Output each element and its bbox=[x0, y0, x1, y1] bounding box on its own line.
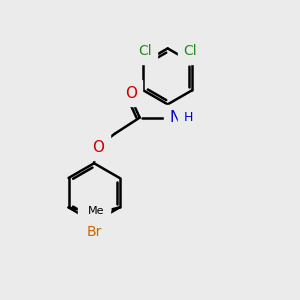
Text: Me: Me bbox=[88, 206, 104, 216]
Text: O: O bbox=[92, 140, 104, 154]
Text: Br: Br bbox=[86, 225, 102, 238]
Text: Cl: Cl bbox=[138, 44, 152, 58]
Text: Cl: Cl bbox=[184, 44, 197, 58]
Text: Me: Me bbox=[84, 206, 101, 216]
Text: O: O bbox=[125, 86, 137, 101]
Text: N: N bbox=[170, 110, 181, 125]
Text: H: H bbox=[184, 111, 193, 124]
